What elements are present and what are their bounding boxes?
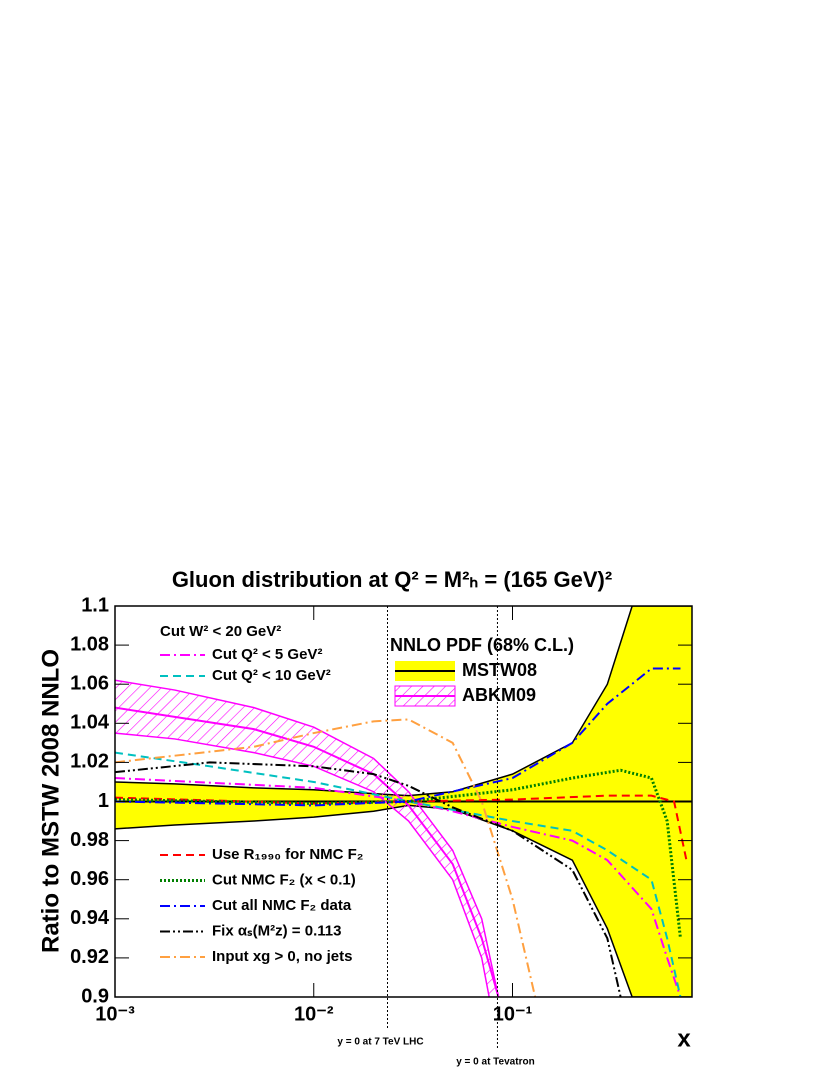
band-edge [115, 804, 692, 997]
series-line [115, 761, 622, 997]
series-line [115, 667, 681, 807]
chart-title: Gluon distribution at Q² = M²ₕ = (165 Ge… [172, 567, 612, 592]
reference-label: y = 0 at Tevatron [456, 1057, 534, 1068]
y-tick-label: 0.98 [70, 829, 109, 851]
legend-label: ABKM09 [462, 685, 536, 705]
legend-title: NNLO PDF (68% C.L.) [390, 635, 574, 655]
legend-label: Input xg > 0, no jets [212, 948, 352, 965]
legend-label: Cut NMC F₂ (x < 0.1) [212, 871, 356, 888]
legend-label: MSTW08 [462, 660, 537, 680]
series-line [115, 751, 682, 997]
band-edge [115, 606, 692, 797]
y-tick-label: 1.06 [70, 672, 109, 694]
y-tick-label: 1.08 [70, 633, 109, 655]
series-line [115, 794, 688, 861]
legend-label: Cut all NMC F₂ data [212, 897, 352, 914]
legend-label: Fix αₛ(M²ᴢ) = 0.113 [212, 922, 341, 939]
x-axis-title: x [677, 1025, 691, 1052]
legend-header: Cut W² < 20 GeV² [160, 623, 281, 640]
x-tick-label: 10⁻¹ [493, 1003, 533, 1025]
y-tick-label: 1.1 [81, 594, 109, 616]
y-tick-label: 0.9 [81, 985, 109, 1007]
y-axis-title: Ratio to MSTW 2008 NNLO [37, 649, 64, 953]
series-line [115, 777, 682, 997]
band-central [115, 706, 500, 997]
legend-label: Cut Q² < 10 GeV² [212, 667, 331, 684]
plot-area [115, 606, 692, 997]
y-tick-label: 0.96 [70, 868, 109, 890]
band-edge [115, 679, 500, 997]
y-tick-label: 1 [98, 790, 109, 812]
x-tick-label: 10⁻² [294, 1003, 334, 1025]
legend-label: Cut Q² < 5 GeV² [212, 646, 322, 663]
series-line [115, 718, 537, 997]
reference-label: y = 0 at 7 TeV LHC [337, 1037, 423, 1048]
band-area [115, 680, 499, 997]
y-tick-label: 0.92 [70, 946, 109, 968]
y-tick-label: 1.02 [70, 751, 109, 773]
legend-label: Use R₁₉₉₀ for NMC F₂ [212, 846, 363, 863]
y-tick-label: 0.94 [70, 907, 110, 929]
band-edge [115, 732, 490, 997]
y-tick-label: 1.04 [70, 712, 110, 734]
x-tick-label: 10⁻³ [95, 1003, 135, 1025]
